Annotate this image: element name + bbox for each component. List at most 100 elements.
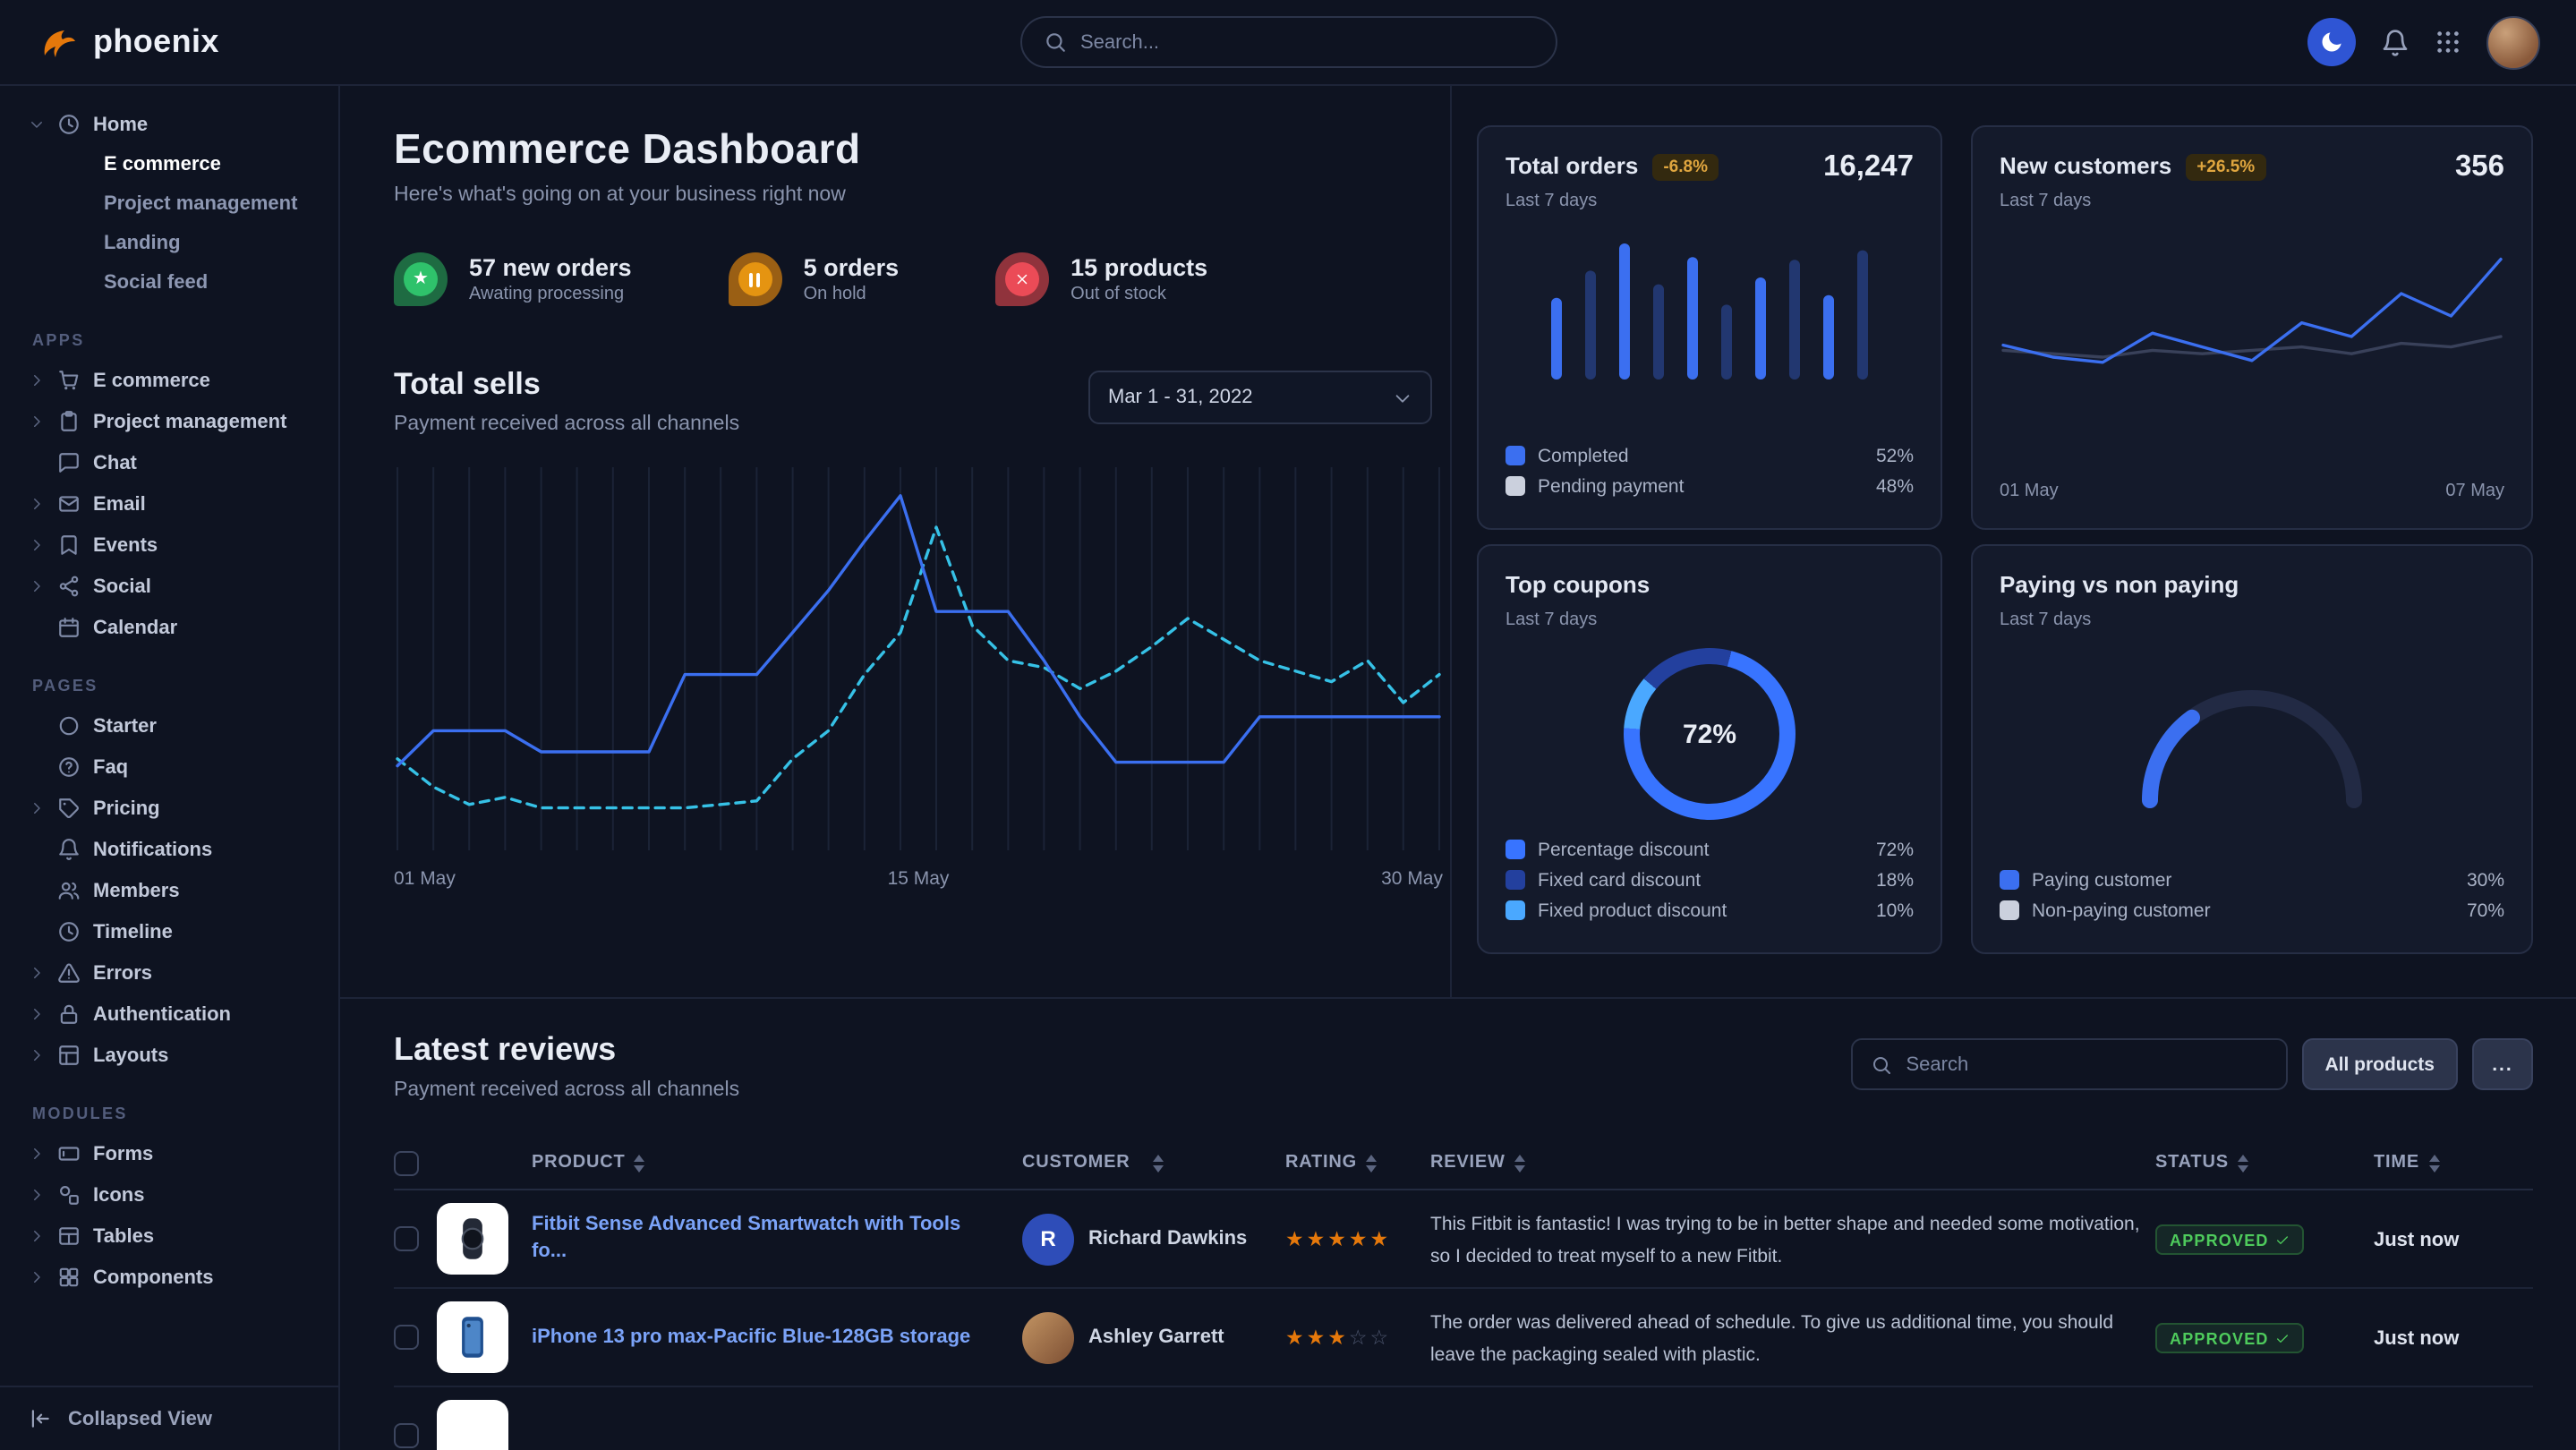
product-link[interactable]: Fitbit Sense Advanced Smartwatch with To… — [532, 1212, 1022, 1265]
star-icon: ★ — [1327, 1230, 1349, 1251]
star-icon: ★ — [1285, 1328, 1307, 1350]
sidebar-item-notifications[interactable]: Notifications — [0, 829, 338, 870]
sidebar-item-events[interactable]: Events — [0, 525, 338, 566]
search-input[interactable] — [1080, 31, 1533, 53]
sidebar-item-authentication[interactable]: Authentication — [0, 994, 338, 1035]
alert-icon — [57, 961, 81, 985]
donut-center-value: 72% — [1640, 664, 1779, 804]
sidebar-item-social-feed[interactable]: Social feed — [0, 263, 338, 303]
reviews-search-input[interactable] — [1906, 1053, 2267, 1075]
sidebar-item-e-commerce[interactable]: E commerce — [0, 360, 338, 401]
sidebar-item-components[interactable]: Components — [0, 1257, 338, 1298]
stat-value: 5 orders — [804, 254, 900, 281]
sidebar-item-layouts[interactable]: Layouts — [0, 1035, 338, 1076]
column-header-product[interactable]: PRODUCT — [532, 1153, 1022, 1173]
sidebar-item-label: Pricing — [93, 798, 160, 819]
stat-caption: On hold — [804, 285, 900, 304]
sidebar-item-label: Layouts — [93, 1045, 168, 1066]
page-subtitle: Here's what's going on at your business … — [394, 184, 1432, 206]
sidebar-item-pricing[interactable]: Pricing — [0, 788, 338, 829]
sidebar-item-forms[interactable]: Forms — [0, 1133, 338, 1174]
notifications-button[interactable] — [2381, 28, 2410, 56]
kpi-cards: Total orders-6.8% Last 7 days 16,247 Com… — [1452, 86, 2576, 997]
reviews-table-body: Fitbit Sense Advanced Smartwatch with To… — [394, 1190, 2533, 1450]
reviews-subtitle: Payment received across all channels — [394, 1079, 739, 1101]
all-products-button[interactable]: All products — [2301, 1038, 2458, 1090]
app: phoenix HomeE commerceProject management… — [0, 0, 2576, 1450]
column-header-rating[interactable]: RATING — [1285, 1153, 1430, 1173]
layout-icon — [57, 1044, 81, 1067]
product-link[interactable]: iPhone 13 pro max-Pacific Blue-128GB sto… — [532, 1324, 1022, 1351]
column-header-status[interactable]: STATUS — [2155, 1153, 2374, 1173]
sidebar-item-social[interactable]: Social — [0, 566, 338, 607]
legend-item: Non-paying customer70% — [2000, 895, 2504, 925]
more-options-button[interactable]: ... — [2472, 1038, 2533, 1090]
chevron-right-icon — [29, 1269, 45, 1285]
column-header-review[interactable]: REVIEW — [1430, 1153, 2155, 1173]
row-checkbox[interactable] — [394, 1226, 419, 1251]
sidebar-item-project-management[interactable]: Project management — [0, 401, 338, 442]
sidebar-item-chat[interactable]: Chat — [0, 442, 338, 483]
sidebar-item-label: Faq — [93, 756, 128, 778]
sidebar-item-landing[interactable]: Landing — [0, 224, 338, 263]
card-title: Paying vs non paying — [2000, 571, 2239, 598]
sidebar-item-e-commerce[interactable]: E commerce — [0, 145, 338, 184]
star-icon: ☆ — [1370, 1328, 1392, 1350]
legend-label: Percentage discount — [1538, 839, 1709, 860]
column-header-customer[interactable]: CUSTOMER — [1022, 1153, 1285, 1173]
customer-avatar[interactable]: R — [1022, 1213, 1074, 1265]
select-all-checkbox[interactable] — [394, 1150, 419, 1175]
sidebar-item-timeline[interactable]: Timeline — [0, 911, 338, 952]
sidebar-item-errors[interactable]: Errors — [0, 952, 338, 994]
sidebar-item-project-management[interactable]: Project management — [0, 184, 338, 224]
page-title: Ecommerce Dashboard — [394, 125, 1432, 174]
stat-awating-processing: ★57 new ordersAwating processing — [394, 252, 632, 306]
product-thumbnail[interactable] — [437, 1301, 508, 1373]
review-time: Just now — [2374, 1328, 2459, 1350]
sidebar-item-faq[interactable]: Faq — [0, 746, 338, 788]
cart-icon — [57, 369, 81, 392]
card-title: Total orders — [1506, 152, 1638, 179]
legend-label: Pending payment — [1538, 475, 1684, 497]
theme-toggle-button[interactable] — [2307, 18, 2356, 66]
apps-menu-button[interactable] — [2435, 29, 2461, 55]
column-header-time[interactable]: TIME — [2374, 1153, 2533, 1173]
sidebar-item-starter[interactable]: Starter — [0, 705, 338, 746]
chevron-down-icon — [1393, 388, 1412, 407]
sidebar-item-calendar[interactable]: Calendar — [0, 607, 338, 648]
phoenix-logo-icon — [36, 21, 79, 64]
sidebar-item-home[interactable]: Home — [0, 104, 338, 145]
legend-item: Fixed card discount18% — [1506, 865, 1914, 895]
chevron-right-icon — [29, 496, 45, 512]
global-search[interactable] — [1019, 16, 1557, 68]
legend-value: 48% — [1876, 475, 1914, 497]
reviews-search[interactable] — [1850, 1038, 2287, 1090]
search-icon — [1043, 30, 1066, 54]
paying-vs-non-paying-card: Paying vs non paying Last 7 days Paying … — [1971, 544, 2533, 954]
row-checkbox[interactable] — [394, 1423, 419, 1448]
sidebar-item-members[interactable]: Members — [0, 870, 338, 911]
star-icon: ☆ — [1349, 1328, 1370, 1350]
sidebar-item-email[interactable]: Email — [0, 483, 338, 525]
collapsed-view-toggle[interactable]: Collapsed View — [0, 1386, 338, 1450]
chevron-down-icon — [29, 116, 45, 132]
chevron-right-icon — [29, 1228, 45, 1244]
date-range-select[interactable]: Mar 1 - 31, 2022 — [1088, 371, 1432, 424]
row-checkbox[interactable] — [394, 1325, 419, 1350]
sidebar-item-tables[interactable]: Tables — [0, 1215, 338, 1257]
clipboard-icon — [57, 410, 81, 433]
sidebar-item-label: Icons — [93, 1184, 144, 1206]
brand[interactable]: phoenix — [36, 21, 219, 64]
product-thumbnail[interactable] — [437, 1400, 508, 1450]
help-icon — [57, 755, 81, 779]
product-thumbnail[interactable] — [437, 1203, 508, 1275]
legend-item: Fixed product discount10% — [1506, 895, 1914, 925]
legend-item: Paying customer30% — [2000, 865, 2504, 895]
sidebar-item-label: Errors — [93, 962, 152, 984]
sidebar-item-icons[interactable]: Icons — [0, 1174, 338, 1215]
customer-avatar[interactable] — [1022, 1311, 1074, 1363]
chevron-right-icon — [29, 800, 45, 816]
user-avatar[interactable] — [2486, 15, 2540, 69]
legend-value: 10% — [1876, 900, 1914, 921]
date-range-value: Mar 1 - 31, 2022 — [1108, 387, 1252, 408]
